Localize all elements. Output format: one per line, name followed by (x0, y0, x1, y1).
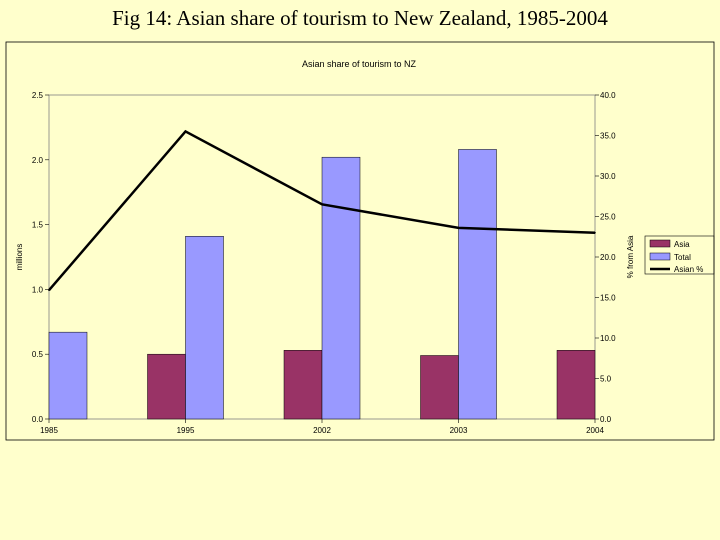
y-tick-label: 2.0 (32, 156, 44, 165)
legend-box (644, 235, 715, 275)
bar-total-1995 (185, 236, 224, 420)
y-tick-label: 2.5 (32, 91, 44, 100)
y-tick-label: 1.5 (32, 221, 44, 230)
left-axis: 0.0 0.5 1.0 1.5 2.0 2.5 (32, 91, 49, 424)
bar-asia-1995 (147, 353, 186, 420)
legend-label: Asia (674, 240, 690, 249)
bar-asia-2004 (556, 350, 596, 420)
y-axis-right-title: % from Asia (626, 235, 635, 278)
point-asian-pct-1985 (48, 289, 50, 292)
legend-swatch-asia (649, 239, 671, 248)
legend-label: Total (674, 253, 691, 262)
bar-total-1985 (48, 331, 88, 420)
y-right-tick-label: 15.0 (600, 294, 616, 303)
point-asian-pct-2003 (457, 227, 460, 229)
x-tick-label: 1995 (177, 426, 195, 435)
right-axis: 0.0 5.0 10.0 15.0 20.0 25.0 30.0 35.0 40.0 (595, 91, 616, 424)
y-tick-label: 0.5 (32, 350, 44, 359)
bar-total-2003 (458, 149, 497, 420)
y-right-tick-label: 0.0 (600, 415, 612, 424)
point-asian-pct-2004 (594, 231, 596, 234)
legend-label: Asian % (674, 265, 703, 274)
y-right-tick-label: 25.0 (600, 213, 616, 222)
y-right-tick-label: 30.0 (600, 172, 616, 181)
y-axis-title: millions (15, 244, 24, 271)
y-right-tick-label: 10.0 (600, 334, 616, 343)
y-tick-label: 0.0 (32, 415, 44, 424)
y-right-tick-label: 20.0 (600, 253, 616, 262)
x-tick-label: 2004 (586, 426, 604, 435)
x-axis: 1985 1995 2002 2003 2004 (40, 419, 604, 435)
y-right-tick-label: 35.0 (600, 132, 616, 141)
point-asian-pct-2002 (321, 203, 323, 206)
slide-title: Fig 14: Asian share of tourism to New Ze… (112, 6, 608, 30)
y-right-tick-label: 5.0 (600, 375, 612, 384)
chart-title: Asian share of tourism to NZ (302, 59, 417, 69)
point-asian-pct-1995 (184, 130, 187, 133)
bar-asia-2002 (283, 350, 323, 420)
x-tick-label: 2003 (450, 426, 468, 435)
y-tick-label: 1.0 (32, 285, 44, 294)
line-layer (48, 129, 596, 292)
x-tick-label: 1985 (40, 426, 58, 435)
bar-total-2002 (321, 156, 361, 420)
legend: Asia Total Asian % (644, 235, 715, 275)
legend-swatch-total (649, 252, 671, 261)
bars-layer (48, 149, 596, 420)
y-right-tick-label: 40.0 (600, 91, 616, 100)
bar-asia-2003 (420, 355, 459, 420)
x-tick-label: 2002 (313, 426, 331, 435)
